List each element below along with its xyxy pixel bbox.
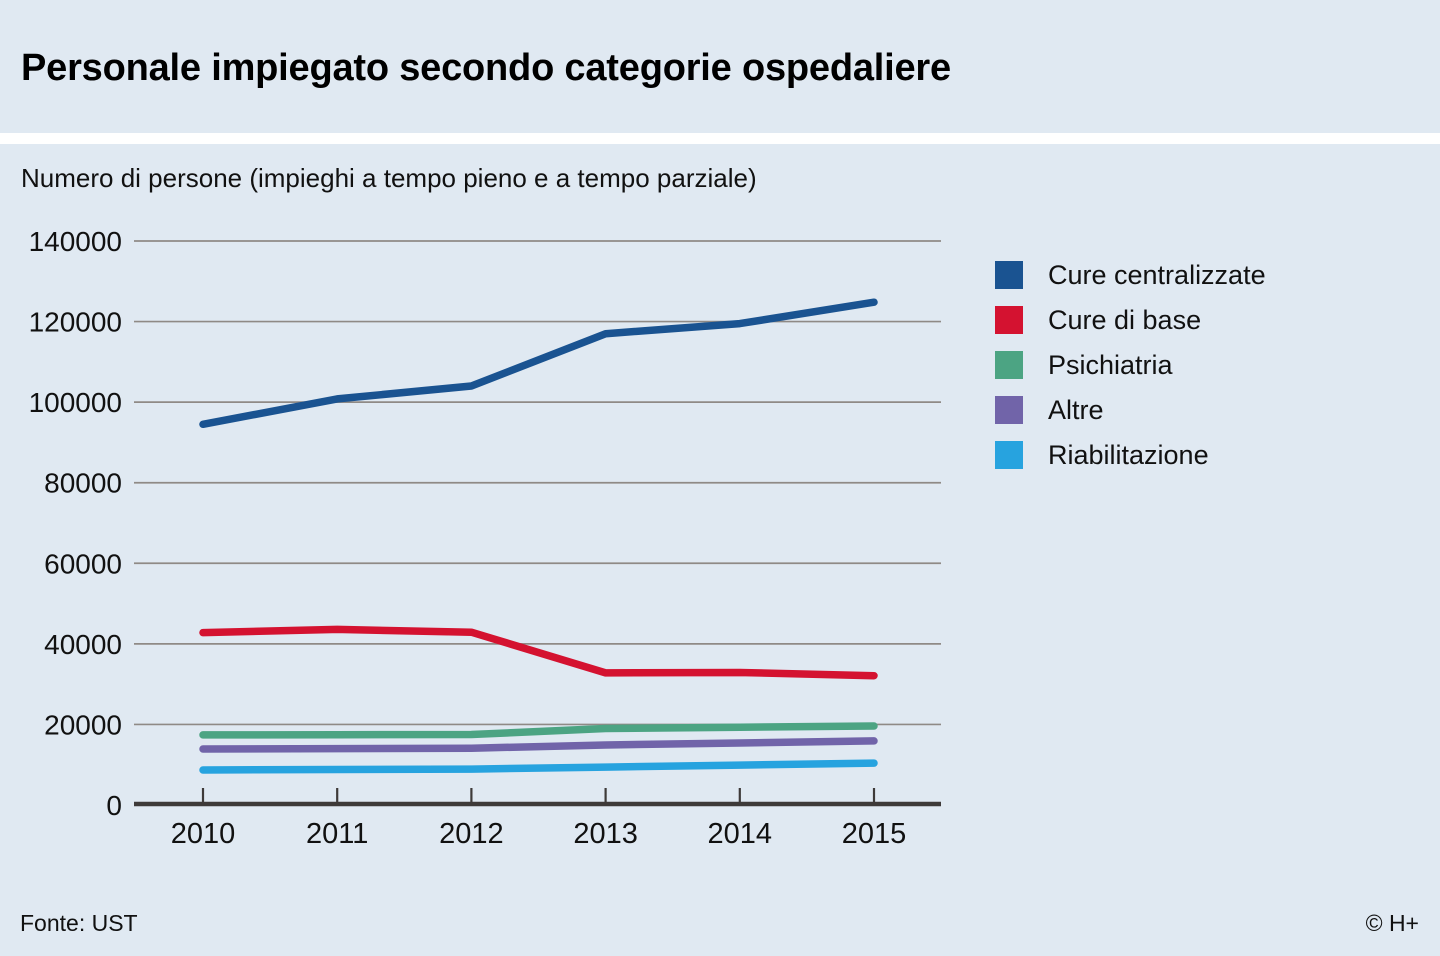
series-line-psichiatria xyxy=(199,722,878,739)
series-line-cure-centralizzate xyxy=(199,298,878,429)
legend-swatch-cure-centralizzate xyxy=(995,261,1023,289)
y-tick-label-80000: 80000 xyxy=(44,468,122,499)
legend-swatch-altre xyxy=(995,396,1023,424)
legend-label: Riabilitazione xyxy=(1048,440,1209,470)
y-tick-label-120000: 120000 xyxy=(29,307,122,338)
x-tick-label-2011: 2011 xyxy=(306,818,368,850)
chart-subtitle-y-axis-label: Numero di persone (impieghi a tempo pien… xyxy=(21,163,757,193)
x-tick-label-2013: 2013 xyxy=(573,818,638,850)
y-tick-label-40000: 40000 xyxy=(44,629,122,660)
series-line-altre xyxy=(199,737,878,753)
legend-label: Altre xyxy=(1048,395,1104,425)
x-tick-label-2010: 2010 xyxy=(171,818,236,850)
y-tick-label-100000: 100000 xyxy=(29,387,122,418)
series-line-riabilitazione xyxy=(199,759,878,774)
legend-item-riabilitazione: Riabilitazione xyxy=(995,441,1266,469)
legend-label: Cure di base xyxy=(1048,305,1202,335)
x-tick-label-2015: 2015 xyxy=(842,818,907,850)
source-note: Fonte: UST xyxy=(20,910,138,936)
series-line-cure-di-base xyxy=(199,625,878,680)
page-title: Personale impiegato secondo categorie os… xyxy=(21,47,951,89)
legend-label: Psichiatria xyxy=(1048,350,1173,380)
legend-item-cure-di-base: Cure di base xyxy=(995,306,1266,334)
legend: Cure centralizzate Cure di base Psichiat… xyxy=(995,261,1266,469)
x-tick-label-2012: 2012 xyxy=(439,818,504,850)
copyright-note: © H+ xyxy=(1365,910,1419,936)
legend-swatch-riabilitazione xyxy=(995,441,1023,469)
y-tick-label-60000: 60000 xyxy=(44,548,122,579)
legend-label: Cure centralizzate xyxy=(1048,260,1266,290)
y-tick-label-20000: 20000 xyxy=(44,709,122,740)
legend-swatch-psichiatria xyxy=(995,351,1023,379)
legend-item-altre: Altre xyxy=(995,396,1266,424)
y-tick-label-140000: 140000 xyxy=(29,226,122,257)
legend-item-psichiatria: Psichiatria xyxy=(995,351,1266,379)
legend-item-cure-centralizzate: Cure centralizzate xyxy=(995,261,1266,289)
header-separator xyxy=(0,133,1440,144)
y-tick-label-0: 0 xyxy=(106,790,122,821)
legend-swatch-cure-di-base xyxy=(995,306,1023,334)
x-tick-label-2014: 2014 xyxy=(708,818,773,850)
